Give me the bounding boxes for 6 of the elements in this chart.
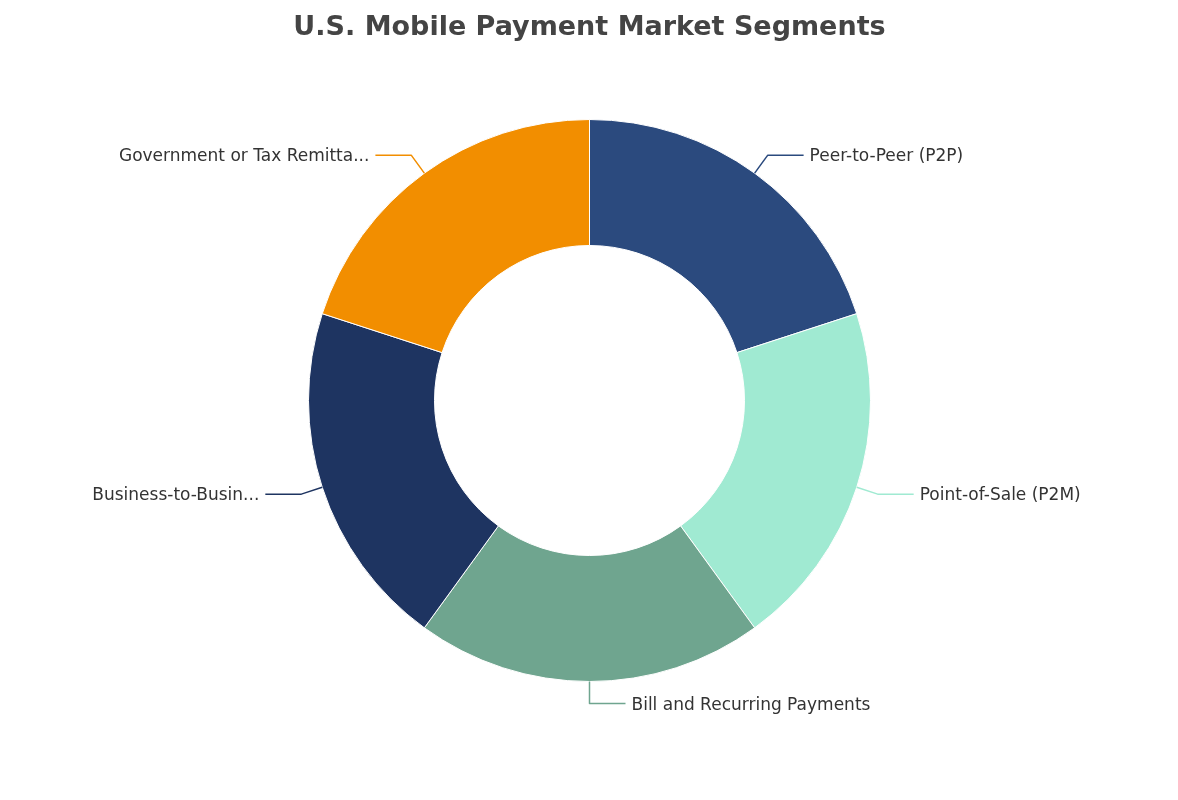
chart-title: U.S. Mobile Payment Market Segments: [293, 10, 886, 41]
slice-label: Point-of-Sale (P2M): [919, 484, 1081, 505]
slice-label: Business-to-Busin...: [92, 484, 260, 505]
slice-label: Peer-to-Peer (P2P): [809, 145, 964, 166]
slice-label: Bill and Recurring Payments: [631, 693, 871, 714]
slice-label: Government or Tax Remitta...: [118, 145, 370, 166]
